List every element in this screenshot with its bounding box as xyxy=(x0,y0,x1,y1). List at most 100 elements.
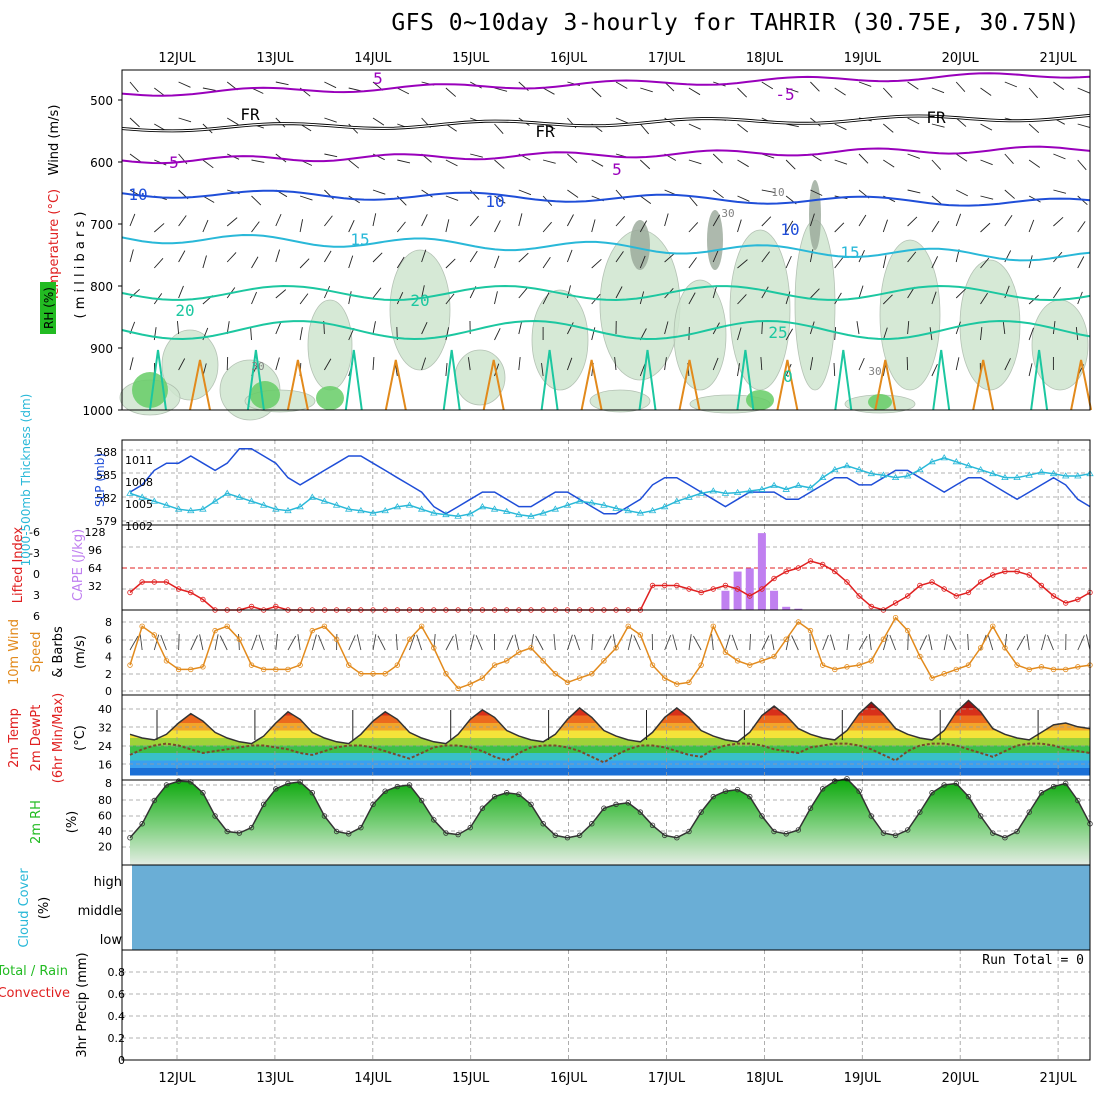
wind-barb xyxy=(858,214,867,227)
data-point xyxy=(406,636,413,642)
contour-label: 15 xyxy=(350,230,369,249)
data-point xyxy=(759,586,765,592)
contour-spike xyxy=(286,359,309,411)
data-point xyxy=(1038,582,1045,589)
wind-barb xyxy=(299,258,310,269)
data-point xyxy=(1001,473,1009,481)
wind-barb xyxy=(907,153,920,159)
wind-barb xyxy=(664,321,669,335)
surface-barb xyxy=(688,634,692,651)
data-point xyxy=(795,619,802,625)
surface-barb xyxy=(445,635,454,651)
wind-barb xyxy=(470,153,483,158)
data-point xyxy=(272,505,280,512)
data-point xyxy=(321,623,328,630)
rh-area xyxy=(130,778,1090,865)
contour-label: 25 xyxy=(768,323,787,342)
cape-bar xyxy=(721,590,730,610)
data-point xyxy=(746,487,754,494)
data-point xyxy=(710,623,716,630)
surface-barbs xyxy=(129,633,1091,651)
data-point xyxy=(491,793,498,800)
data-point xyxy=(698,589,704,596)
wind-barb xyxy=(834,222,845,233)
data-point xyxy=(504,658,510,664)
data-point xyxy=(759,658,765,664)
data-point xyxy=(504,790,510,796)
contour-spike xyxy=(149,349,167,411)
contour-label: 10 xyxy=(780,220,799,239)
data-point xyxy=(806,484,815,491)
data-point xyxy=(285,666,291,673)
wind-barb xyxy=(809,213,815,227)
data-point xyxy=(892,614,899,621)
wind-barb xyxy=(396,292,404,305)
wind-barb xyxy=(154,87,165,97)
contour-label: 10 xyxy=(771,186,784,199)
wind-barb xyxy=(1077,221,1086,233)
data-point xyxy=(844,776,850,782)
wind-barb xyxy=(931,159,942,170)
surface-barb xyxy=(822,634,829,651)
surface-barb xyxy=(573,634,581,651)
wind-barb xyxy=(324,358,332,371)
cloud-label: Cloud Cover xyxy=(17,868,32,948)
wind-barb xyxy=(323,285,331,299)
data-point xyxy=(807,805,814,811)
wind-barb xyxy=(250,327,252,341)
data-point xyxy=(905,827,911,833)
upper-air-panel-frame xyxy=(121,69,1091,411)
data-point xyxy=(188,589,194,596)
wind-barb xyxy=(299,195,313,201)
data-point xyxy=(661,675,668,681)
data-point xyxy=(174,505,183,512)
wind-tick: 2 xyxy=(105,668,112,681)
data-point xyxy=(868,813,874,819)
data-point xyxy=(285,780,291,787)
data-point xyxy=(345,505,353,512)
data-point xyxy=(613,801,619,808)
data-point xyxy=(649,582,656,589)
data-point xyxy=(612,504,620,511)
surface-barb xyxy=(567,634,573,651)
wind-barb xyxy=(542,87,555,95)
data-point xyxy=(734,586,741,592)
data-point xyxy=(405,501,414,508)
wind-barb xyxy=(177,321,180,335)
wind-barb xyxy=(129,213,136,227)
wind-barb xyxy=(639,255,646,269)
wind-barb xyxy=(591,219,596,233)
surface-barb xyxy=(731,634,739,651)
data-point xyxy=(1075,797,1081,804)
data-point xyxy=(321,813,328,819)
wind-barb xyxy=(688,159,702,165)
data-point xyxy=(818,473,827,481)
wind-barb xyxy=(494,87,508,92)
wind-barb xyxy=(1004,214,1013,227)
wind-barb xyxy=(494,220,501,233)
wind-barb xyxy=(980,292,988,305)
rh-tick: 20 xyxy=(98,841,112,854)
wind-barb xyxy=(566,249,573,263)
data-point xyxy=(759,813,765,819)
wind-barb xyxy=(834,159,848,165)
wind-barb xyxy=(299,219,304,233)
wind-barb xyxy=(372,213,377,227)
data-point xyxy=(613,645,619,651)
data-point xyxy=(928,458,936,465)
data-point xyxy=(563,501,572,508)
cape-tick: 128 xyxy=(85,526,106,539)
wind-barb xyxy=(251,221,260,233)
wind-barb xyxy=(615,81,628,89)
data-point xyxy=(296,503,304,510)
wind-barb xyxy=(1028,219,1035,233)
wind-barb xyxy=(785,255,792,269)
temp-contour-15 xyxy=(121,233,1091,262)
wind-barb xyxy=(931,364,938,377)
contour-spike xyxy=(189,359,211,411)
data-point xyxy=(941,782,947,788)
surface-barb xyxy=(882,634,889,651)
rh-area xyxy=(389,249,451,371)
data-point xyxy=(879,471,888,478)
wind-barb xyxy=(810,189,823,196)
